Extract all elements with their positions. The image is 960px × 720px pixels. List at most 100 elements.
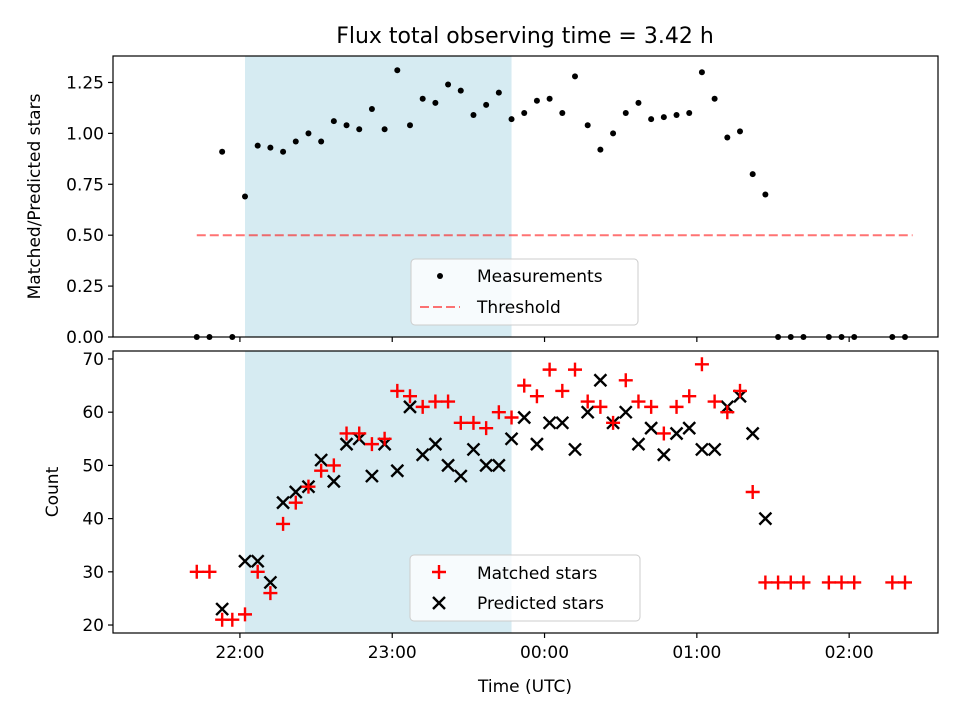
predicted-star-point xyxy=(745,426,760,441)
top-legend-box xyxy=(410,258,639,326)
matched-star-point xyxy=(885,575,900,590)
measurement-point xyxy=(356,126,363,133)
predicted-star-point xyxy=(428,437,443,451)
predicted-star-point xyxy=(479,458,494,473)
measurement-point xyxy=(533,97,540,104)
predicted-star-point xyxy=(504,431,519,446)
predicted-star-point xyxy=(707,442,722,457)
measurement-point xyxy=(711,95,718,102)
bottom-y-ticks: 20 30 40 50 60 70 xyxy=(82,350,113,636)
matched-star-point xyxy=(821,575,836,590)
measurement-point xyxy=(330,118,337,125)
measurement-point xyxy=(267,144,274,151)
predicted-star-point xyxy=(263,575,278,590)
x-tick-label: 02:00 xyxy=(825,643,874,663)
predicted-star-point xyxy=(415,447,430,462)
matched-star-point xyxy=(352,426,367,441)
matched-star-point xyxy=(771,575,786,590)
x-tick-label: 23:00 xyxy=(368,643,417,663)
bottom-legend-box xyxy=(409,554,641,622)
matched-star-point xyxy=(669,399,684,414)
top-y-tick-label: 0.75 xyxy=(66,175,104,195)
measurement-point xyxy=(457,87,464,94)
matched-star-point xyxy=(288,495,303,510)
matched-star-point xyxy=(783,575,798,590)
matched-star-point xyxy=(580,394,595,409)
measurement-point xyxy=(597,146,604,153)
top-y-tick-label: 1.25 xyxy=(66,73,104,93)
matched-star-point xyxy=(847,575,862,590)
matched-star-point xyxy=(707,394,722,409)
measurement-point xyxy=(343,122,350,129)
measurement-point xyxy=(419,95,426,102)
bottom-axes-frame xyxy=(112,350,939,634)
measurement-point xyxy=(394,67,401,74)
matched-star-point xyxy=(428,394,443,409)
matched-star-point xyxy=(403,389,417,404)
bottom-y-tick-label: 40 xyxy=(82,510,104,530)
top-legend: Measurements Threshold xyxy=(410,258,639,326)
predicted-star-point xyxy=(593,373,608,388)
predicted-star-point xyxy=(580,405,595,420)
predicted-star-point xyxy=(390,463,405,478)
matched-stars-legend-marker xyxy=(432,565,446,579)
matched-star-point xyxy=(694,357,709,372)
measurement-point xyxy=(318,138,325,145)
matched-star-point xyxy=(364,437,379,452)
predicted-star-point xyxy=(631,437,646,451)
matched-star-point xyxy=(466,415,481,430)
matched-star-point xyxy=(339,426,354,441)
measurement-point xyxy=(280,148,287,155)
matched-star-point xyxy=(568,362,582,377)
measurement-point xyxy=(483,101,490,108)
matched-star-point xyxy=(326,458,341,473)
top-y-tick-label: 0.00 xyxy=(66,328,104,348)
measurement-point xyxy=(737,128,743,135)
matched-star-point xyxy=(606,415,621,430)
bottom-x-ticks: 22:00 23:00 00:00 01:00 02:00 xyxy=(215,633,874,663)
measurement-point xyxy=(622,110,629,117)
matched-star-point xyxy=(377,431,392,446)
predicted-star-point xyxy=(618,405,633,420)
predicted-star-point xyxy=(403,400,417,414)
measurement-point xyxy=(572,73,578,80)
measurement-point xyxy=(559,110,566,117)
predicted-star-point xyxy=(466,442,481,457)
chart-title: Flux total observing time = 3.42 h xyxy=(336,24,714,49)
measurement-point xyxy=(305,130,312,137)
predicted-star-point xyxy=(441,458,455,473)
matched-star-point xyxy=(517,378,532,393)
matched-star-point xyxy=(720,405,735,420)
matched-star-point xyxy=(491,405,506,420)
measurement-point xyxy=(254,142,261,149)
bottom-y-tick-label: 70 xyxy=(82,350,104,370)
measurement-point xyxy=(445,81,452,88)
predicted-star-point xyxy=(326,474,341,489)
matched-star-point xyxy=(682,389,697,404)
predicted-star-point xyxy=(644,421,659,435)
measurement-point xyxy=(546,95,553,102)
predicted-star-point xyxy=(530,437,544,451)
measurement-point xyxy=(610,130,617,137)
predicted-star-point xyxy=(542,415,557,430)
matched-star-point xyxy=(555,383,570,398)
top-y-axis-label: Matched/Predicted stars xyxy=(25,93,45,299)
count-points xyxy=(189,357,912,627)
matched-star-point xyxy=(189,564,204,579)
top-y-ticks: 0.00 0.25 0.50 0.75 1.00 1.25 xyxy=(66,73,113,348)
predicted-star-point xyxy=(491,458,506,473)
bottom-y-tick-label: 30 xyxy=(82,563,104,583)
bottom-y-tick-label: 20 xyxy=(82,616,104,636)
measurement-point xyxy=(584,122,591,129)
matched-star-point xyxy=(238,607,252,622)
measurement-point xyxy=(407,122,413,129)
measurement-point xyxy=(219,148,226,155)
measurements-legend-marker xyxy=(437,273,443,279)
matched-star-point xyxy=(644,399,659,414)
predicted-star-point xyxy=(339,437,354,451)
measurement-point xyxy=(292,138,299,145)
matched-star-point xyxy=(276,516,291,531)
predicted-star-point xyxy=(682,421,697,435)
predicted-star-point xyxy=(314,453,329,467)
